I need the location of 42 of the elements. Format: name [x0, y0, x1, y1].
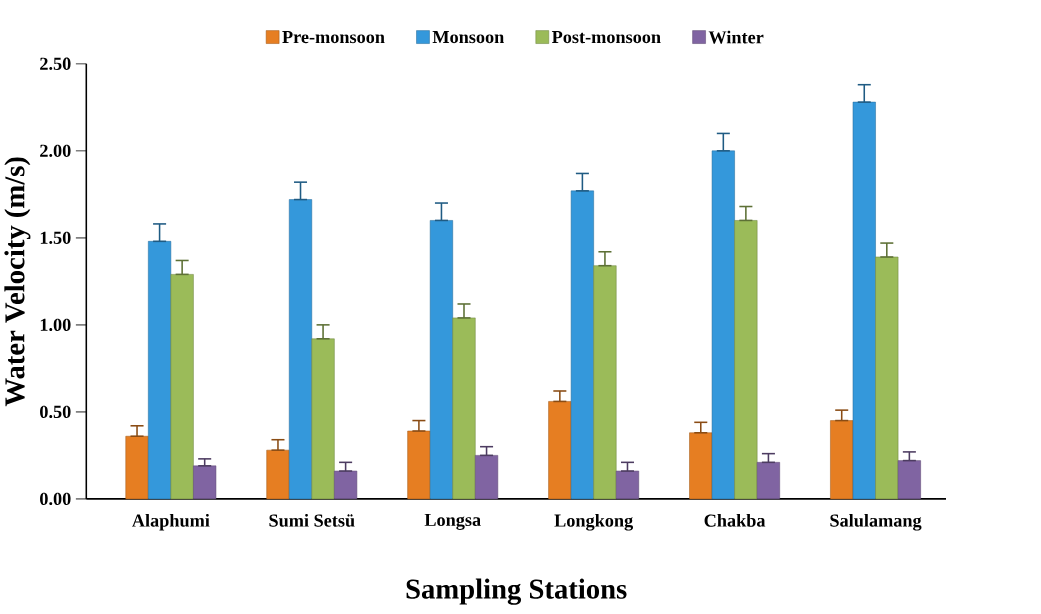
bar	[570, 190, 594, 500]
bar	[288, 199, 313, 500]
bar	[429, 220, 453, 500]
bar	[756, 462, 780, 500]
bar	[475, 455, 499, 500]
bar	[734, 220, 758, 500]
bar	[615, 471, 640, 500]
bar	[452, 317, 476, 500]
y-tick-label: 1.50	[40, 231, 71, 245]
bar	[334, 471, 358, 500]
legend-label: Pre-monsoon	[282, 31, 385, 44]
y-tick-label: 1.00	[40, 318, 71, 332]
x-axis-title: Sampling Stations	[406, 578, 627, 606]
bar	[148, 241, 172, 500]
y-tick-label: 2.00	[40, 144, 71, 158]
legend-label: Winter	[708, 30, 764, 44]
bar	[548, 401, 572, 500]
x-tick-label: Longsa	[424, 514, 481, 531]
bar	[193, 465, 217, 500]
legend-label: Monsoon	[432, 31, 505, 44]
y-tick-label: 0.00	[40, 492, 71, 506]
bar	[407, 430, 431, 500]
x-tick-label: Sumi Setsü	[269, 514, 355, 528]
bar	[875, 256, 899, 500]
y-tick-label: 2.50	[40, 57, 71, 71]
bar	[852, 102, 876, 500]
bar	[689, 432, 713, 500]
bar	[266, 450, 290, 500]
x-tick-label: Alaphumi	[132, 514, 210, 531]
x-tick-label: Salulamang	[830, 514, 922, 531]
legend-label: Post-monsoon	[551, 31, 661, 44]
bar	[830, 420, 854, 500]
x-tick-label: Longkong	[554, 514, 634, 531]
y-tick-label: 0.50	[40, 405, 71, 419]
bar	[170, 274, 194, 500]
x-tick-label: Chakba	[704, 514, 766, 527]
bar	[311, 338, 335, 500]
y-axis-title: Water Velocity (m/s)	[4, 157, 31, 407]
bar	[897, 460, 921, 500]
bar	[125, 436, 149, 500]
bar	[593, 265, 617, 500]
bar	[711, 150, 735, 500]
